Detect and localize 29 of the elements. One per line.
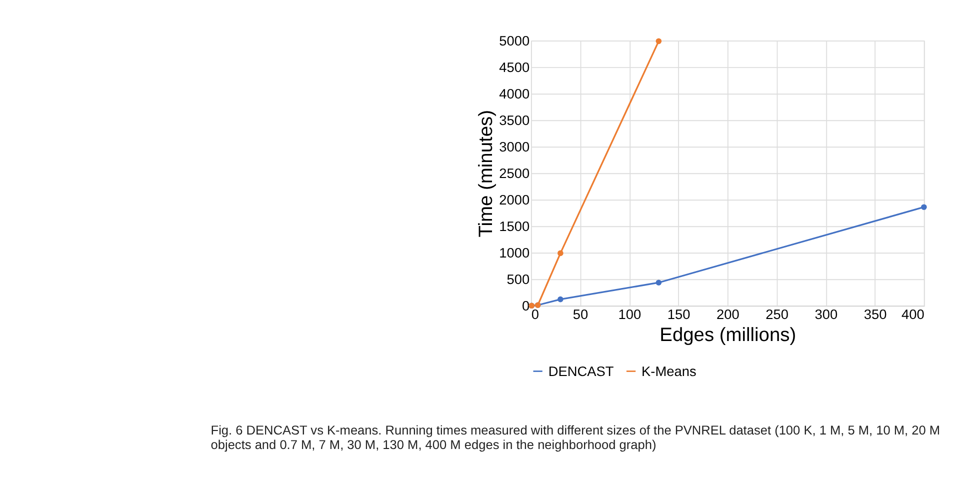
point [656,280,662,286]
y-tick-label: 4000 [499,86,530,102]
legend-label: DENCAST [548,364,614,379]
y-axis-title: Time (minutes) [476,110,497,238]
y-tick-label: 500 [506,272,530,288]
y-tick-label: 3500 [499,113,530,128]
point [558,250,564,256]
x-tick-label: 50 [572,306,589,322]
y-tick-label: 2000 [499,192,530,208]
y-tick-label: 1000 [499,246,530,261]
legend-label: K-Means [642,364,696,379]
point [656,38,662,44]
x-tick-label: 250 [766,306,789,322]
y-tick-label: 2500 [499,166,530,182]
x-tick-label: 100 [618,306,642,322]
y-tick-label: 3000 [499,140,530,155]
y-tick-label: 4500 [499,60,530,76]
point [558,296,564,302]
y-tick-label: 5000 [499,34,530,49]
x-axis-title: Edges (millions) [660,324,796,346]
y-tick-label: 1500 [499,219,530,234]
x-tick-label: 300 [814,306,838,322]
x-tick-label: 150 [667,306,691,322]
caption: Fig. 6 DENCAST vs K-means. Running times measured with different sizes of the PVNREL dataset (100 K, 1 M, 5 M, 10 M, 20 M objects and 0.7 M, 7 M, 30 M, 130 M, 400 M edges in the neighborhood graph) [210,422,940,452]
x-tick-label: 400 [902,306,925,322]
x-tick-label: 350 [864,306,888,322]
x-tick-label: 0 [531,306,540,322]
point [921,204,927,210]
x-tick-label: 200 [716,306,740,322]
